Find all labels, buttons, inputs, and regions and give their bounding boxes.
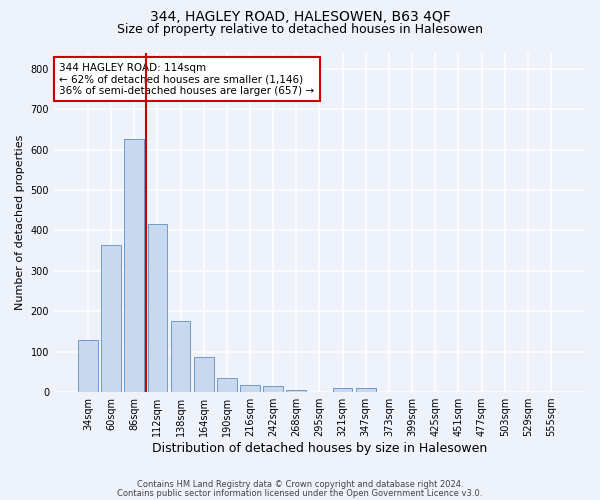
Bar [148, 224, 167, 392]
Text: Contains HM Land Registry data © Crown copyright and database right 2024.: Contains HM Land Registry data © Crown c… [137, 480, 463, 489]
X-axis label: Distribution of detached houses by size in Halesowen: Distribution of detached houses by size … [152, 442, 487, 455]
Bar [170, 322, 190, 392]
Text: Contains public sector information licensed under the Open Government Licence v3: Contains public sector information licen… [118, 488, 482, 498]
Text: Size of property relative to detached houses in Halesowen: Size of property relative to detached ho… [117, 22, 483, 36]
Bar [333, 388, 352, 392]
Bar [194, 356, 214, 392]
Text: 344, HAGLEY ROAD, HALESOWEN, B63 4QF: 344, HAGLEY ROAD, HALESOWEN, B63 4QF [149, 10, 451, 24]
Text: 344 HAGLEY ROAD: 114sqm
← 62% of detached houses are smaller (1,146)
36% of semi: 344 HAGLEY ROAD: 114sqm ← 62% of detache… [59, 62, 314, 96]
Bar [101, 244, 121, 392]
Bar [286, 390, 306, 392]
Bar [240, 385, 260, 392]
Bar [78, 340, 98, 392]
Bar [217, 378, 236, 392]
Y-axis label: Number of detached properties: Number of detached properties [15, 134, 25, 310]
Bar [356, 388, 376, 392]
Bar [263, 386, 283, 392]
Bar [124, 140, 144, 392]
